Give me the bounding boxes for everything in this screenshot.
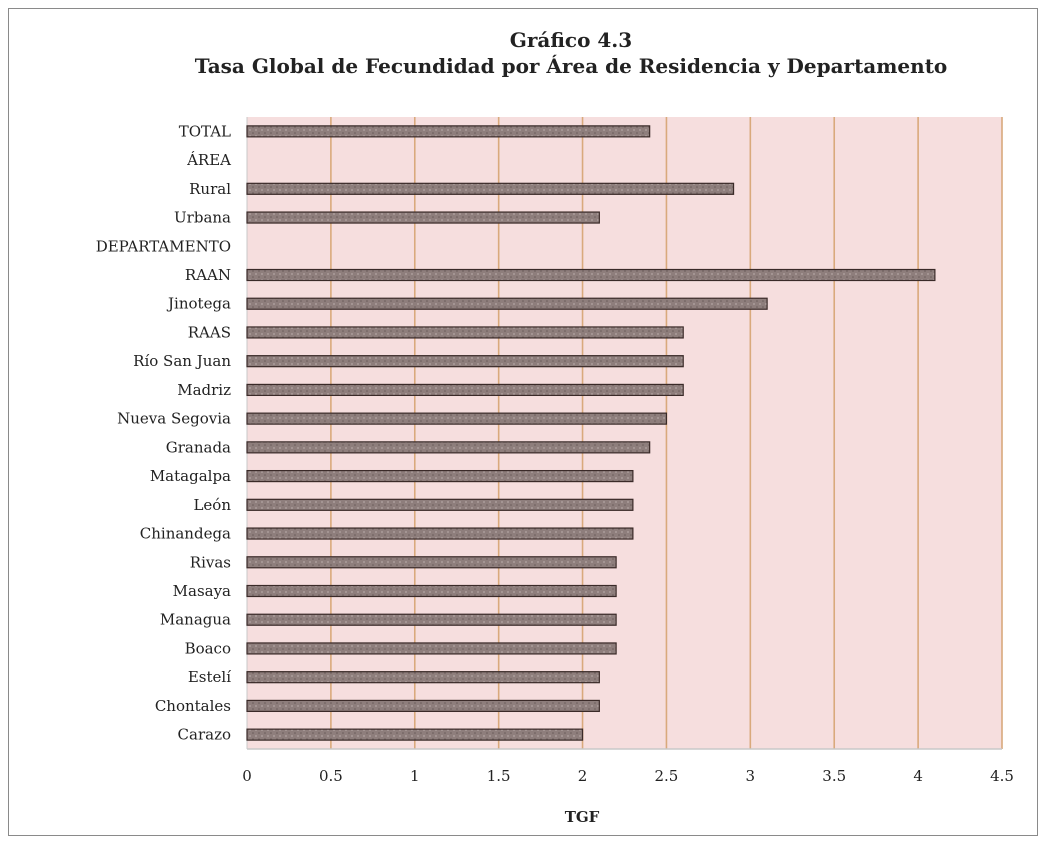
x-axis-ticks: 0 0.5 1 1.5 2 2.5 3 3.5 4 4.5: [242, 767, 1014, 785]
category-label: Rivas: [190, 553, 231, 571]
category-labels: TOTAL ÁREA Rural Urbana DEPARTAMENTO RAAN Jino…: [96, 122, 232, 743]
bar: [246, 498, 634, 511]
bar: [246, 268, 936, 282]
category-label: Madriz: [177, 381, 231, 399]
category-label: Nueva Segovia: [117, 410, 231, 428]
x-tick-label: 4.5: [990, 767, 1014, 785]
bar: [246, 355, 684, 368]
bars: [246, 125, 936, 741]
category-label: León: [193, 496, 231, 514]
bar: [246, 469, 634, 483]
category-label: RAAS: [188, 323, 231, 341]
category-label: Granada: [166, 438, 231, 456]
x-tick-label: 1: [410, 767, 420, 785]
category-label: DEPARTAMENTO: [96, 237, 231, 255]
chart: Gráfico 4.3 Tasa Global de Fecundidad po…: [96, 28, 1014, 826]
bar: [246, 326, 684, 339]
x-tick-label: 3: [746, 767, 756, 785]
category-label: Jinotega: [166, 295, 231, 313]
category-label: ÁREA: [186, 151, 231, 169]
bar: [246, 182, 735, 195]
bar: [246, 556, 617, 569]
bar: [246, 412, 668, 425]
category-label: Rural: [189, 180, 231, 198]
category-label: Urbana: [174, 209, 231, 227]
bar: [246, 297, 768, 310]
x-axis-label: TGF: [565, 808, 600, 826]
bar: [246, 383, 684, 397]
bar: [246, 584, 617, 598]
category-label: Matagalpa: [150, 467, 231, 485]
category-label: Managua: [160, 611, 231, 629]
x-tick-label: 0: [242, 767, 252, 785]
bar: [246, 671, 600, 684]
chart-subtitle: Tasa Global de Fecundidad por Área de Re…: [195, 54, 948, 78]
bar: [246, 613, 617, 626]
category-label: TOTAL: [179, 122, 231, 140]
category-label: Chontales: [155, 697, 231, 715]
x-tick-label: 4: [913, 767, 923, 785]
category-label: Boaco: [185, 639, 231, 657]
x-tick-label: 3.5: [822, 767, 846, 785]
category-label: Estelí: [188, 668, 231, 686]
bar: [246, 642, 617, 655]
bar: [246, 527, 634, 540]
category-label: Masaya: [173, 582, 231, 600]
category-label: Carazo: [178, 726, 231, 744]
x-tick-label: 0.5: [319, 767, 343, 785]
bar: [246, 699, 600, 713]
category-label: RAAN: [185, 266, 231, 284]
chart-frame: Gráfico 4.3 Tasa Global de Fecundidad po…: [8, 8, 1038, 836]
bar: [246, 728, 584, 741]
category-label: Chinandega: [140, 525, 231, 543]
bar: [246, 211, 600, 224]
category-label: Río San Juan: [133, 352, 231, 370]
x-tick-label: 1.5: [487, 767, 511, 785]
x-tick-label: 2: [578, 767, 588, 785]
x-tick-label: 2.5: [655, 767, 679, 785]
bar: [246, 441, 651, 454]
chart-title: Gráfico 4.3: [510, 28, 632, 52]
bar: [246, 125, 651, 138]
